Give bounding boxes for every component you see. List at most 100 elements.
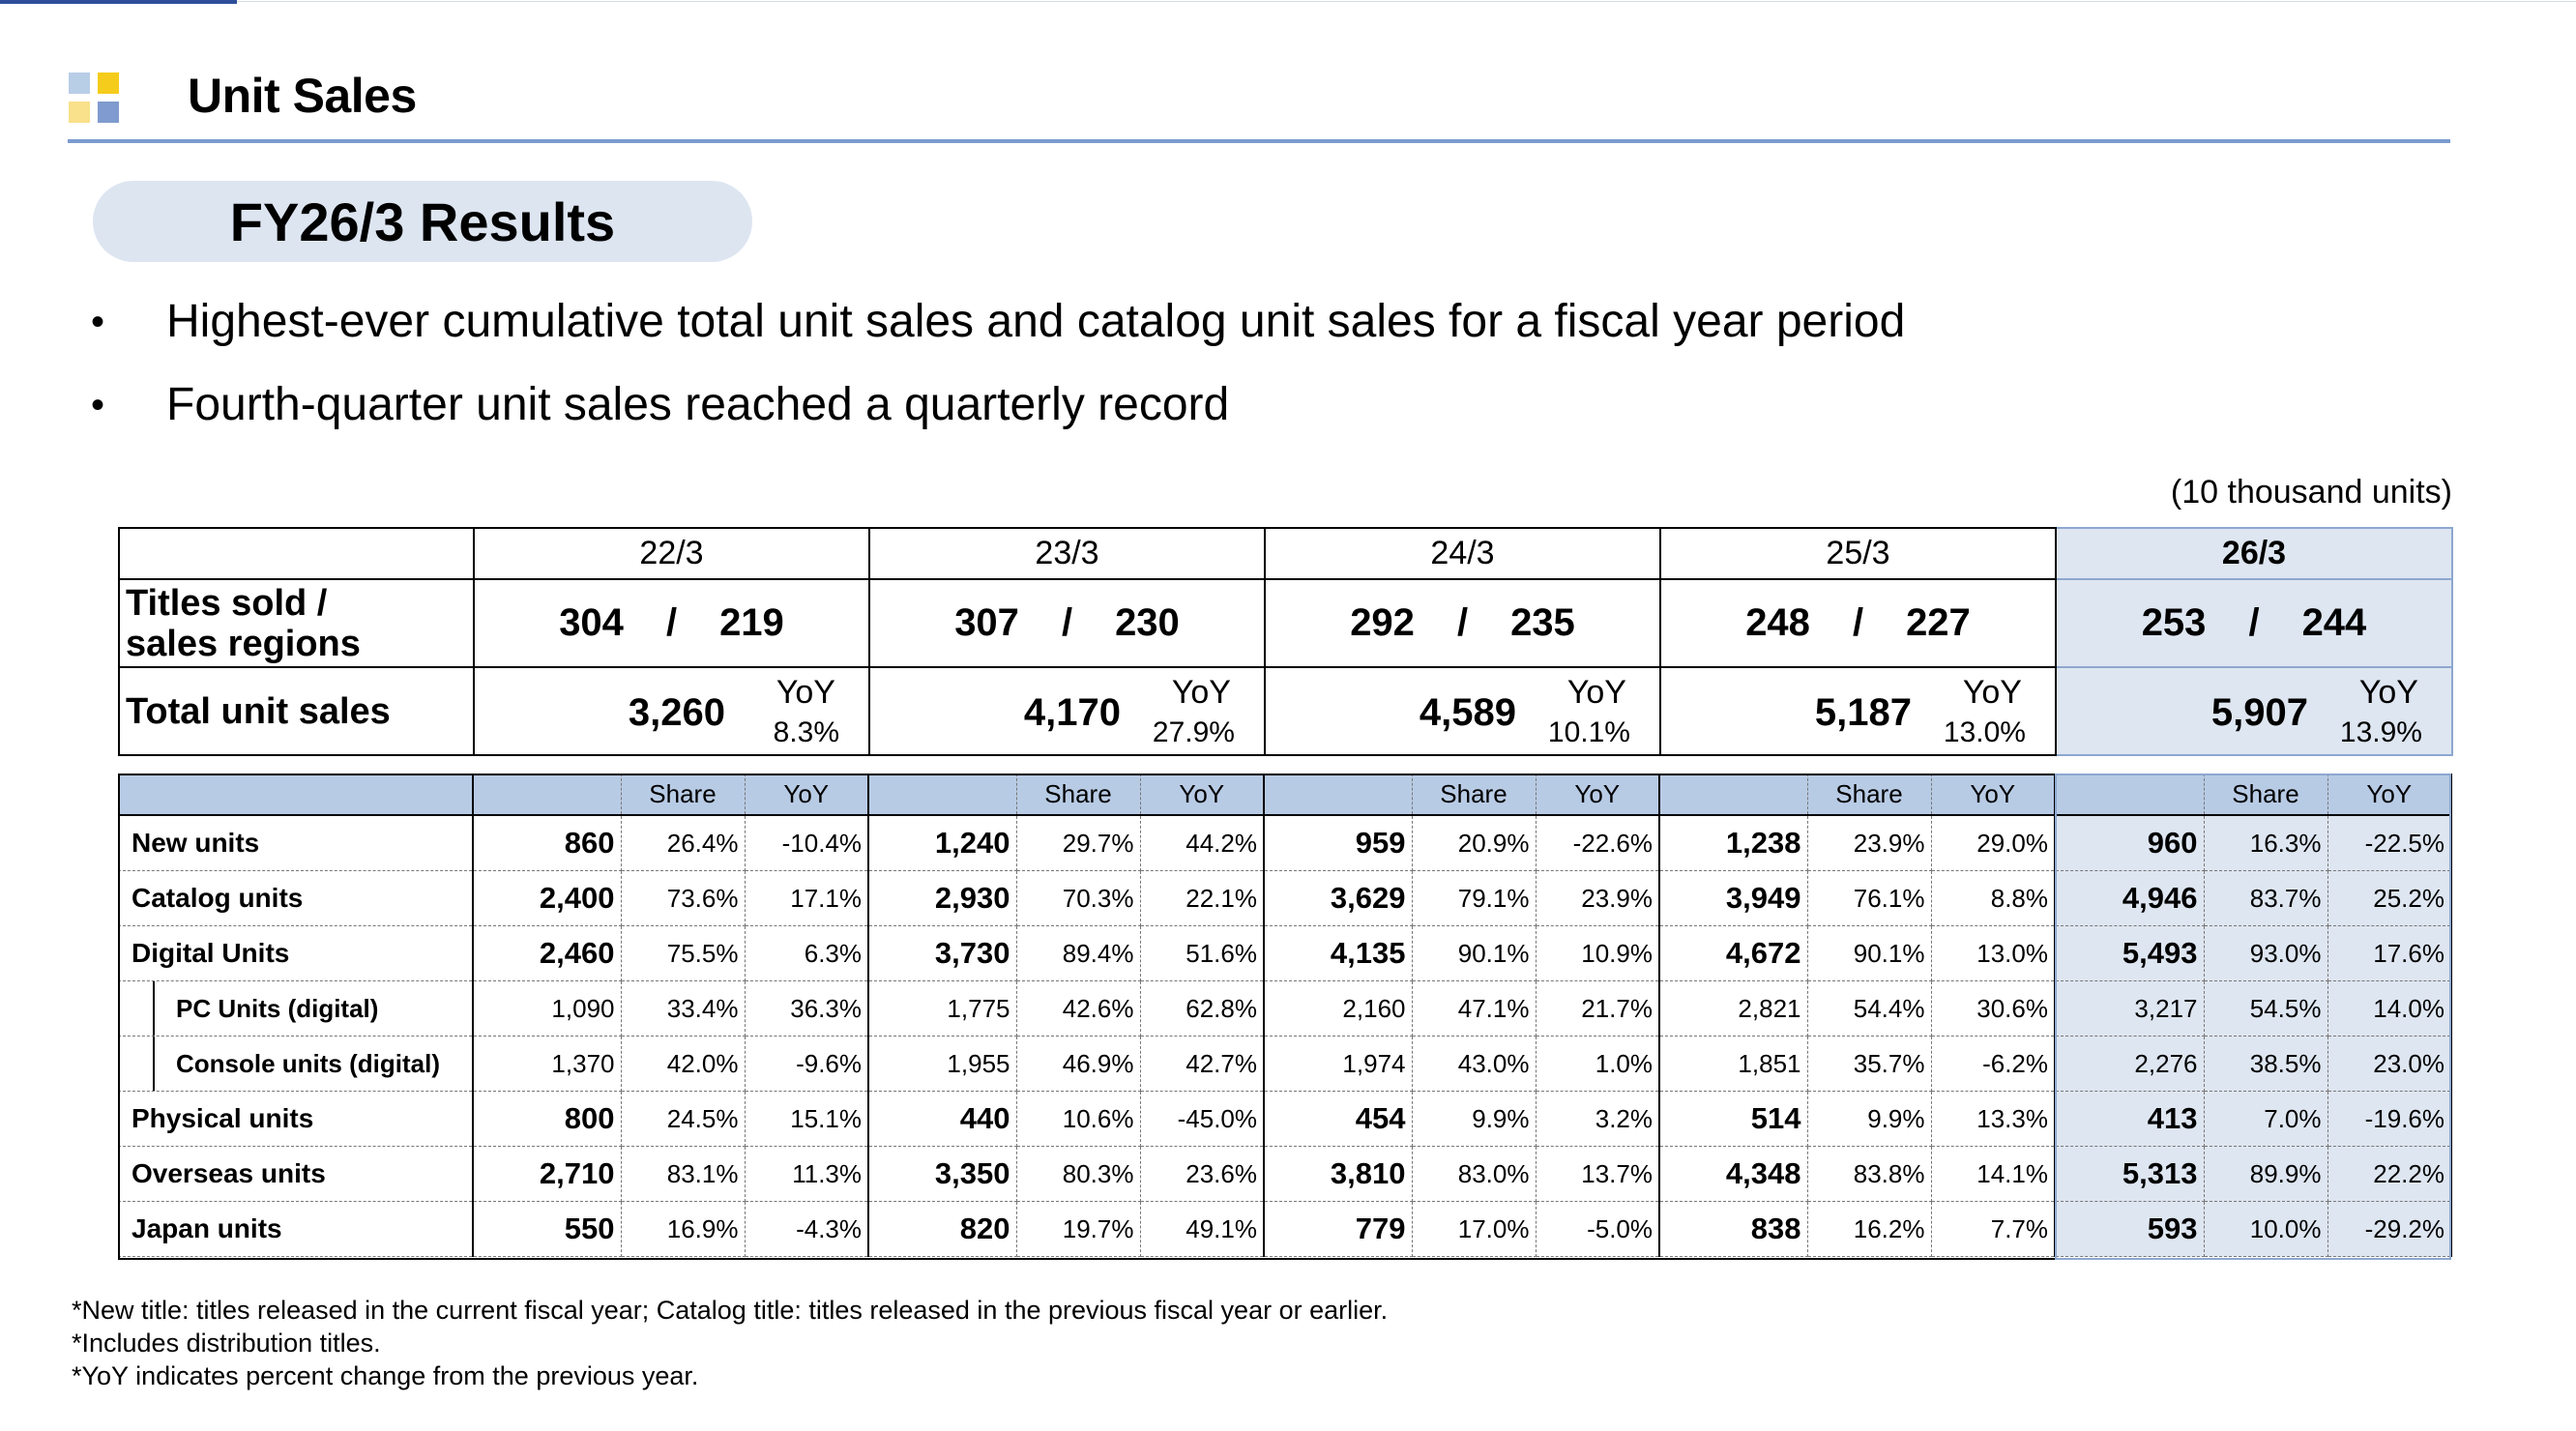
titles-sep: / (1061, 601, 1073, 644)
yoy-value: 23.0% (2327, 1036, 2452, 1092)
yoy-value: 21.7% (1536, 980, 1660, 1037)
share-value: 43.0% (1412, 1036, 1537, 1092)
sales-regions: 244 (2301, 601, 2367, 644)
units-value: 1,851 (1659, 1036, 1808, 1092)
units-value: 3,350 (868, 1146, 1017, 1202)
yoy-value: 51.6% (1140, 925, 1265, 981)
share-value: 42.0% (621, 1036, 746, 1092)
yoy-value: 13.0% (1931, 925, 2056, 981)
share-header: Share (2204, 774, 2328, 816)
sales-regions: 219 (719, 601, 784, 644)
units-value: 779 (1264, 1201, 1413, 1257)
detail-row: Physical units 800 24.5% 15.1% 440 10.6% -45.0… (118, 1091, 2452, 1147)
share-value: 54.4% (1807, 980, 1932, 1037)
detail-row-label: Console units (digital) (118, 1036, 474, 1092)
bullet-list: Highest-ever cumulative total unit sales… (87, 288, 1905, 454)
units-value: 413 (2055, 1091, 2205, 1147)
units-value: 3,217 (2055, 980, 2205, 1037)
titles-sep: / (1852, 601, 1864, 644)
titles-sold: 304 (559, 601, 624, 644)
share-value: 19.7% (1016, 1201, 1141, 1257)
share-value: 42.6% (1016, 980, 1141, 1037)
total-value: 3,260 (628, 691, 725, 734)
titles-cell: 292 / 235 (1264, 578, 1661, 668)
detail-row-label: Japan units (118, 1201, 474, 1257)
units-value: 1,370 (473, 1036, 622, 1092)
share-value: 90.1% (1807, 925, 1932, 981)
yoy-value: 22.1% (1140, 870, 1265, 926)
yoy-value: -5.0% (1536, 1201, 1660, 1257)
yoy-label: YoY (1566, 674, 1626, 711)
share-value: 80.3% (1016, 1146, 1141, 1202)
year-header-current: 26/3 (2055, 527, 2453, 580)
units-value: 3,810 (1264, 1146, 1413, 1202)
units-value: 514 (1659, 1091, 1808, 1147)
detail-row: Console units (digital) 1,370 42.0% -9.6% 1,… (118, 1036, 2452, 1092)
total-cell: 4,170 YoY 27.9% (868, 666, 1266, 756)
units-value: 4,135 (1264, 925, 1413, 981)
units-value: 820 (868, 1201, 1017, 1257)
units-value: 3,949 (1659, 870, 1808, 926)
yoy-value: 29.0% (1931, 815, 2056, 871)
yoy-value: 23.6% (1140, 1146, 1265, 1202)
yoy-value: 44.2% (1140, 815, 1265, 871)
units-value: 5,493 (2055, 925, 2205, 981)
yoy-label: YoY (2358, 674, 2418, 711)
share-value: 46.9% (1016, 1036, 1141, 1092)
yoy-value: 10.1% (1547, 716, 1630, 748)
section-title: FY26/3 Results (93, 181, 752, 262)
titles-cell: 304 / 219 (473, 578, 870, 668)
footnote: *Includes distribution titles. (72, 1329, 381, 1358)
titles-sep: / (1456, 601, 1469, 644)
units-value: 3,629 (1264, 870, 1413, 926)
total-cell: 4,589 YoY 10.1% (1264, 666, 1661, 756)
titles-sold: 307 (954, 601, 1019, 644)
titles-cell: 248 / 227 (1659, 578, 2057, 668)
corner-cell (118, 527, 475, 580)
titles-label-line: sales regions (126, 623, 361, 664)
units-value: 4,672 (1659, 925, 1808, 981)
units-value: 2,460 (473, 925, 622, 981)
yoy-value: -19.6% (2327, 1091, 2452, 1147)
total-cell-current: 5,907 YoY 13.9% (2055, 666, 2453, 756)
share-value: 47.1% (1412, 980, 1537, 1037)
yoy-value: -29.2% (2327, 1201, 2452, 1257)
sales-regions: 227 (1906, 601, 1971, 644)
yoy-value: 17.6% (2327, 925, 2452, 981)
detail-row-label: Overseas units (118, 1146, 474, 1202)
yoy-value: 13.9% (2339, 716, 2422, 748)
title-divider (68, 139, 2450, 143)
footnote: *YoY indicates percent change from the p… (72, 1361, 699, 1390)
total-cell: 5,187 YoY 13.0% (1659, 666, 2057, 756)
detail-row: Japan units 550 16.9% -4.3% 820 19.7% 49.1% 779… (118, 1201, 2452, 1257)
units-value: 2,710 (473, 1146, 622, 1202)
bullet-item: Highest-ever cumulative total unit sales… (87, 288, 1905, 371)
share-value: 29.7% (1016, 815, 1141, 871)
yoy-value: 11.3% (745, 1146, 869, 1202)
summary-table: 22/3 23/3 24/3 25/3 26/3 Titles sold / s… (118, 527, 2453, 756)
units-value: 2,930 (868, 870, 1017, 926)
detail-row-label: Physical units (118, 1091, 474, 1147)
share-value: 83.7% (2204, 870, 2328, 926)
top-rule (237, 1, 2576, 2)
share-header: Share (621, 774, 746, 816)
yoy-value: 42.7% (1140, 1036, 1265, 1092)
units-value: 2,276 (2055, 1036, 2205, 1092)
units-value: 550 (473, 1201, 622, 1257)
total-value: 4,589 (1419, 691, 1516, 734)
detail-row: Digital Units 2,460 75.5% 6.3% 3,730 89.4% 51.… (118, 925, 2452, 981)
yoy-value: -45.0% (1140, 1091, 1265, 1147)
yoy-value: 13.0% (1943, 716, 2026, 748)
logo-squares-icon (69, 73, 121, 125)
detail-row-label: Catalog units (118, 870, 474, 926)
yoy-header: YoY (1536, 774, 1660, 816)
total-row: Total unit sales 3,260 YoY 8.3% 4,170 YoY 27… (118, 666, 2453, 756)
yoy-header: YoY (2327, 774, 2452, 816)
detail-row-label: New units (118, 815, 474, 871)
yoy-value: -22.6% (1536, 815, 1660, 871)
units-value: 3,730 (868, 925, 1017, 981)
titles-sold: 253 (2141, 601, 2207, 644)
detail-header-row: Share YoY Share YoY Share YoY Share YoY Share YoY (118, 774, 2452, 816)
units-value: 440 (868, 1091, 1017, 1147)
year-header: 24/3 (1264, 527, 1661, 580)
